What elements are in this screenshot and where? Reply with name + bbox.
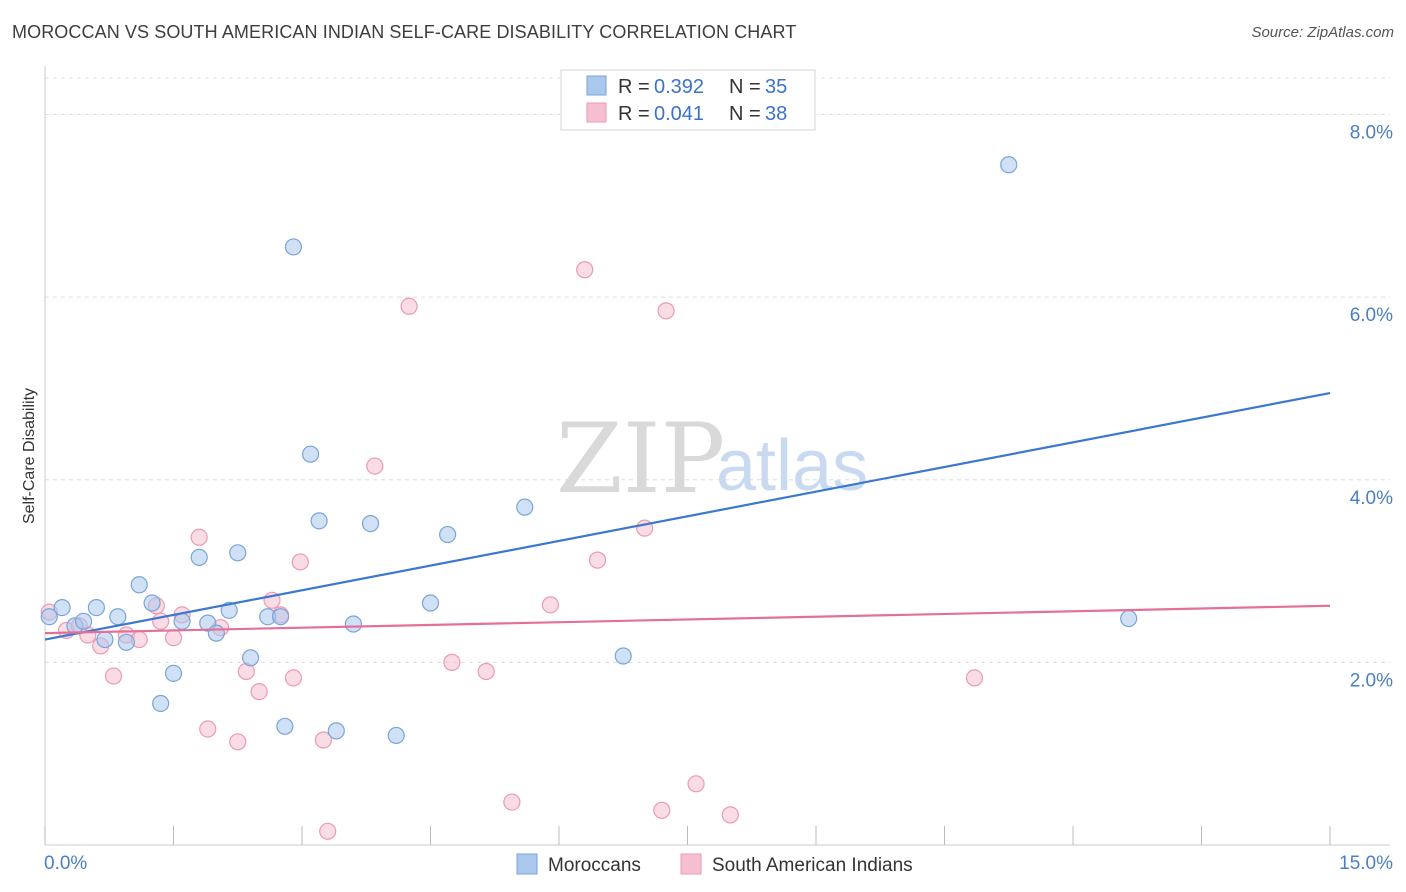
stats-legend-swatch-pink <box>586 102 607 123</box>
blue-point-26 <box>344 615 362 633</box>
y-tick-label-0: 2.0% <box>1350 670 1393 691</box>
blue-point-24 <box>310 512 328 530</box>
stats-legend-r-value-2: 0.041 <box>654 103 704 125</box>
pink-points <box>40 261 984 840</box>
pink-point-36 <box>721 806 739 824</box>
blue-point-25 <box>327 722 345 740</box>
blue-point-13 <box>190 548 208 566</box>
pink-point-29 <box>541 596 560 614</box>
source-credit: Source: ZipAtlas.com <box>1251 24 1394 41</box>
stats-legend-n-label-1: N = <box>729 76 761 98</box>
blue-point-0 <box>40 608 58 626</box>
pink-point-25 <box>400 297 418 315</box>
pink-point-13 <box>199 720 217 738</box>
pink-point-28 <box>503 793 521 811</box>
pink-point-23 <box>319 822 337 840</box>
stats-legend-r-label-2: R = <box>618 103 650 125</box>
pink-point-27 <box>477 662 495 681</box>
series-legend-swatch-south-american-indians <box>680 853 702 875</box>
stats-legend-n-label-2: N = <box>729 103 761 125</box>
pink-point-5 <box>104 667 123 685</box>
y-tick-label-3: 8.0% <box>1350 123 1393 144</box>
series-legend-label-south-american-indians: South American Indians <box>712 855 913 876</box>
stats-legend-swatch-blue <box>586 75 607 96</box>
series-legend-swatch-moroccans <box>516 853 538 875</box>
pink-point-22 <box>314 731 333 749</box>
y-tick-label-1: 4.0% <box>1350 488 1393 509</box>
blue-point-12 <box>173 612 191 630</box>
blue-point-30 <box>439 525 457 544</box>
blue-point-31 <box>516 498 534 516</box>
pink-point-10 <box>164 629 183 647</box>
watermark: ZIP atlas <box>556 403 868 515</box>
chart-title: MOROCCAN VS SOUTH AMERICAN INDIAN SELF-C… <box>12 22 797 42</box>
blue-point-10 <box>164 664 183 682</box>
y-tick-label-2: 6.0% <box>1350 305 1393 326</box>
pink-point-33 <box>653 801 671 819</box>
blue-point-29 <box>421 594 440 612</box>
series-legend: Moroccans South American Indians <box>516 853 913 876</box>
blue-point-20 <box>271 608 290 626</box>
stats-legend-n-value-1: 35 <box>765 76 787 98</box>
y-axis-label: Self-Care Disability <box>21 388 38 524</box>
blue-point-3 <box>74 612 93 630</box>
stats-legend-n-value-2: 38 <box>765 103 787 125</box>
y-tick-labels: 2.0% 4.0% 6.0% 8.0% <box>1350 123 1393 692</box>
blue-point-1 <box>53 598 71 617</box>
pink-trend-line <box>44 604 1331 635</box>
x-tick-labels: 0.0% 15.0% <box>44 853 1393 874</box>
pink-point-24 <box>366 457 384 475</box>
stats-legend-r-label-1: R = <box>618 76 650 98</box>
blue-point-34 <box>1120 609 1138 628</box>
pink-point-34 <box>657 302 675 320</box>
blue-point-28 <box>387 726 405 745</box>
blue-point-16 <box>220 601 238 619</box>
pink-point-37 <box>965 669 984 687</box>
blue-trend-line <box>44 391 1331 641</box>
blue-points <box>40 156 1138 745</box>
blue-point-15 <box>207 624 225 642</box>
blue-point-27 <box>361 514 380 533</box>
pink-point-31 <box>588 551 607 569</box>
pink-point-12 <box>190 528 208 546</box>
blue-point-21 <box>276 717 294 735</box>
blue-point-9 <box>143 594 161 612</box>
axes <box>44 66 1390 846</box>
pink-point-17 <box>250 682 268 701</box>
trend-lines <box>44 391 1331 641</box>
x-tick-label-1: 15.0% <box>1339 853 1393 874</box>
blue-point-11 <box>152 694 170 713</box>
blue-point-18 <box>242 649 260 667</box>
pink-point-35 <box>687 775 705 793</box>
blue-point-22 <box>284 238 303 256</box>
x-tick-label-0: 0.0% <box>44 853 87 874</box>
blue-point-4 <box>87 598 106 617</box>
watermark-zip: ZIP <box>556 403 725 515</box>
watermark-atlas: atlas <box>716 426 868 506</box>
blue-point-17 <box>229 544 247 562</box>
series-legend-label-moroccans: Moroccans <box>548 855 641 876</box>
gridlines <box>45 77 1390 663</box>
blue-point-32 <box>614 647 632 665</box>
stats-legend: R = 0.392 N = 35 R = 0.041 N = 38 <box>560 69 816 131</box>
stats-legend-r-value-1: 0.392 <box>654 76 704 98</box>
blue-point-33 <box>1000 156 1018 174</box>
pink-point-20 <box>284 669 303 687</box>
pink-point-21 <box>291 553 309 571</box>
blue-point-6 <box>109 608 127 626</box>
pink-point-15 <box>229 733 247 751</box>
pink-point-26 <box>443 653 461 671</box>
blue-point-8 <box>130 576 148 594</box>
blue-point-5 <box>96 630 114 649</box>
blue-point-23 <box>301 445 320 463</box>
blue-point-7 <box>117 633 135 651</box>
pink-point-30 <box>576 261 594 279</box>
